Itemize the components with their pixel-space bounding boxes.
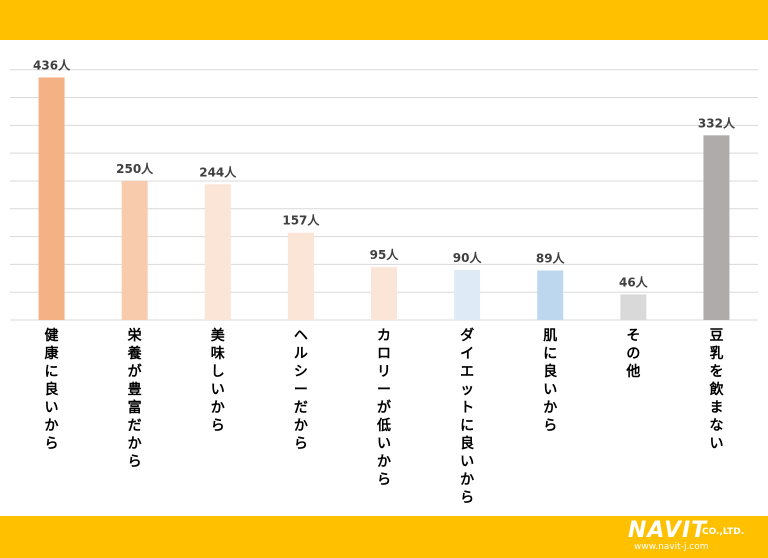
bar <box>38 77 65 320</box>
bar <box>371 267 397 320</box>
value-label: 250人 <box>116 161 154 176</box>
category-label: 健康に良いから <box>45 327 60 452</box>
bar <box>121 180 148 320</box>
logo-url: www.navit-j.com <box>634 542 709 552</box>
bar <box>537 270 564 320</box>
bar <box>454 269 481 320</box>
value-label: 157人 <box>282 213 320 228</box>
navit-logo: NAVIT CO.,LTD. www.navit-j.com <box>628 518 754 556</box>
logo-suffix: CO.,LTD. <box>702 527 745 537</box>
bar-chart: 436人 250人 244人 157人 95人 90人 89人 46人 332人 健康に良いから… <box>10 57 758 506</box>
category-labels: 健康に良いから 栄養が豊富だから 美味しいから ヘルシーだから カロリーが低いから ダイエ… <box>45 327 725 506</box>
category-label: カロリーが低いから <box>376 328 392 488</box>
category-label: 豆乳を飲まない <box>708 328 724 452</box>
bar <box>287 232 314 320</box>
value-label: 244人 <box>199 164 237 179</box>
logo-brand: NAVIT <box>628 518 708 543</box>
bar <box>703 135 730 320</box>
value-label: 332人 <box>698 115 736 130</box>
bars <box>38 77 730 320</box>
value-label: 89人 <box>536 250 566 265</box>
category-label: ダイエットに良いから <box>460 327 474 506</box>
value-label: 95人 <box>370 247 400 262</box>
category-label: その他 <box>625 328 640 380</box>
value-labels: 436人 250人 244人 157人 95人 90人 89人 46人 332人 <box>33 57 736 289</box>
value-label: 436人 <box>33 57 71 72</box>
category-label: 美味しいから <box>211 327 226 434</box>
value-label: 90人 <box>453 250 483 265</box>
category-label: 栄養が豊富だから <box>127 327 143 470</box>
category-label: ヘルシーだから <box>294 328 308 452</box>
bar <box>620 294 647 320</box>
header-band <box>0 0 768 40</box>
value-label: 46人 <box>619 274 649 289</box>
bar <box>204 184 231 320</box>
footer-band <box>0 516 768 558</box>
category-label: 肌に良いから <box>543 328 557 434</box>
